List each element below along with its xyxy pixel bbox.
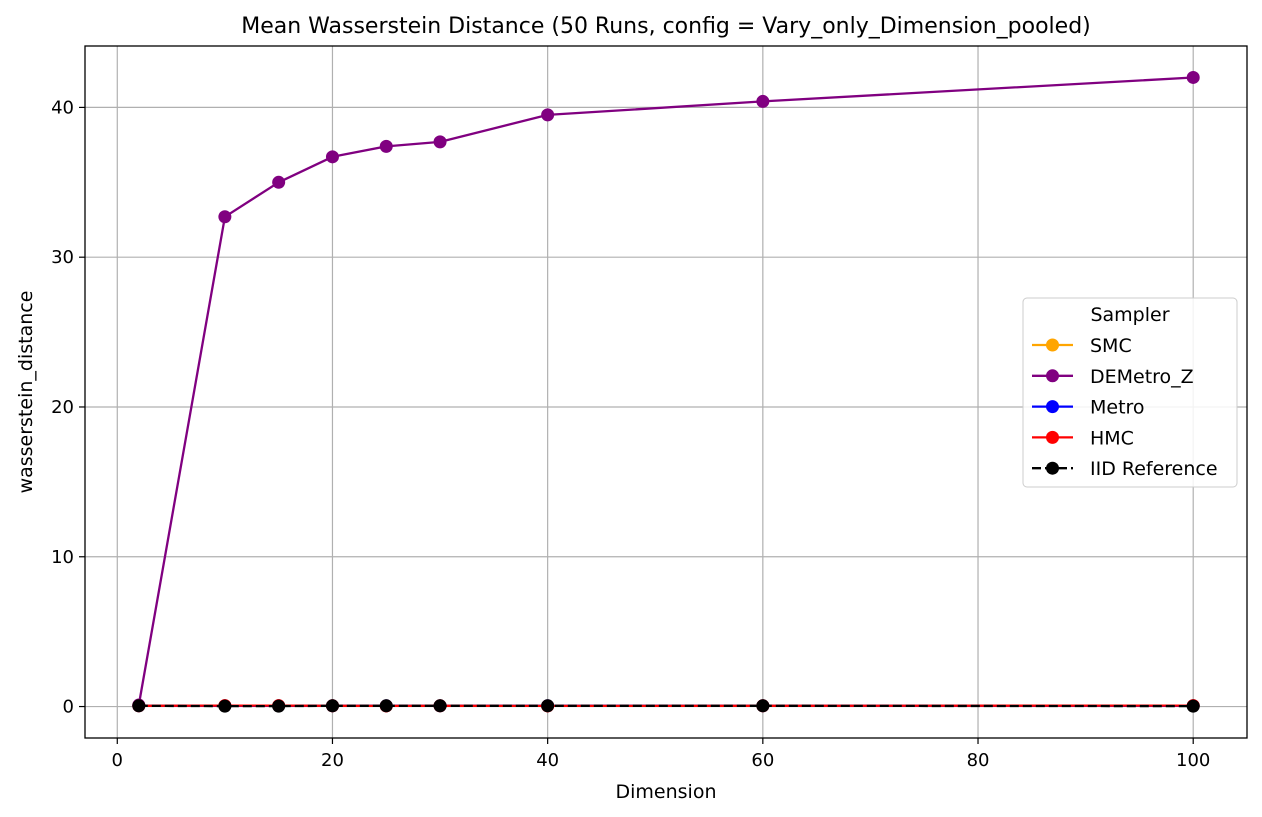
x-axis: 0 20 40 60 80 100 [112,738,1210,771]
x-tick-label: 60 [751,750,774,771]
y-axis-label: wasserstein_distance [15,291,37,494]
legend-box [1022,297,1238,488]
data-point-iid-reference [1186,699,1200,713]
data-point-iid-reference [132,699,146,713]
y-tick-label: 20 [51,397,74,418]
legend-label: IID Reference [1090,458,1218,480]
legend-marker [1046,338,1059,352]
legend-marker [1046,369,1059,383]
data-point-demetro-z [272,175,286,189]
data-point-iid-reference [325,699,339,713]
legend-marker [1046,430,1059,444]
data-point-iid-reference [379,699,393,713]
legend-entry-smc: SMC [1032,335,1132,357]
data-point-iid-reference [218,699,232,713]
legend-entry-metro: Metro [1032,397,1145,419]
legend: Sampler SMC DEMetro_Z Metro HMC IID Referenc… [1022,297,1238,488]
data-point-demetro-z [218,210,232,224]
x-tick-label: 80 [967,750,990,771]
y-tick-label: 0 [63,697,74,718]
data-point-iid-reference [756,699,770,713]
y-axis: 0 10 20 30 40 [51,97,85,718]
series-layer [132,70,1200,713]
legend-label: HMC [1090,427,1134,449]
data-point-iid-reference [433,699,447,713]
y-tick-label: 10 [51,547,74,568]
y-tick-label: 40 [51,97,74,118]
plot-frame [84,45,1248,739]
x-tick-label: 0 [112,750,123,771]
data-point-demetro-z [325,150,339,164]
data-point-iid-reference [541,699,555,713]
legend-marker [1046,461,1059,475]
y-tick-label: 30 [51,247,74,268]
data-point-demetro-z [541,108,555,122]
data-point-demetro-z [433,135,447,149]
data-point-demetro-z [379,139,393,153]
legend-label: SMC [1090,335,1132,357]
data-point-demetro-z [756,94,770,108]
legend-entry-hmc: HMC [1032,427,1134,449]
legend-label: DEMetro_Z [1090,366,1194,388]
legend-title: Sampler [1090,304,1169,326]
legend-marker [1046,400,1059,414]
data-point-iid-reference [272,699,286,713]
x-tick-label: 40 [536,750,559,771]
legend-entry-iid-reference: IID Reference [1032,458,1218,480]
x-tick-label: 20 [321,750,344,771]
legend-label: Metro [1090,397,1145,419]
legend-entry-demetro-z: DEMetro_Z [1032,366,1194,388]
data-point-demetro-z [1186,70,1200,84]
series-iid-reference [132,699,1200,713]
chart-title: Mean Wasserstein Distance (50 Runs, conf… [241,14,1091,39]
x-tick-label: 100 [1176,750,1210,771]
x-axis-label: Dimension [616,781,717,803]
